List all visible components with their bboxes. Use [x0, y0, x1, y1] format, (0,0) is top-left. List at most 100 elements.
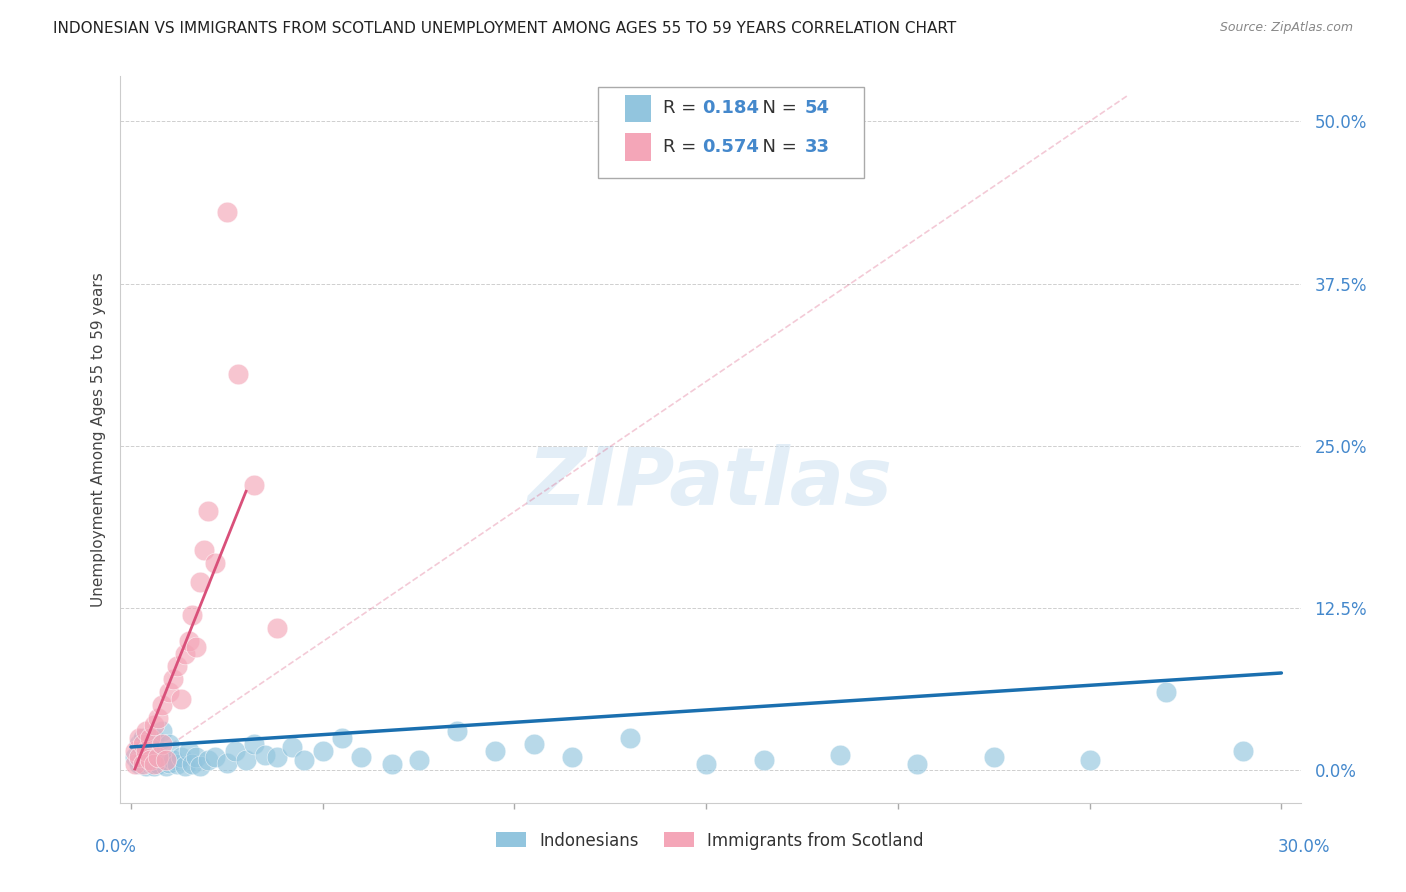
Text: 0.184: 0.184 — [702, 99, 759, 118]
Point — [135, 759, 157, 773]
Point — [150, 698, 173, 713]
Point — [193, 542, 215, 557]
Point — [254, 747, 277, 762]
Point — [312, 744, 335, 758]
Point — [166, 756, 188, 771]
Point — [446, 724, 468, 739]
Point — [181, 607, 204, 622]
Text: 54: 54 — [804, 99, 830, 118]
Point — [135, 724, 157, 739]
Point — [1156, 685, 1178, 699]
Point — [197, 753, 219, 767]
Point — [523, 738, 546, 752]
Point — [181, 756, 204, 771]
Point — [139, 753, 162, 767]
Point — [128, 756, 150, 771]
Point — [143, 718, 166, 732]
Point — [146, 711, 169, 725]
Text: Source: ZipAtlas.com: Source: ZipAtlas.com — [1219, 21, 1353, 35]
Y-axis label: Unemployment Among Ages 55 to 59 years: Unemployment Among Ages 55 to 59 years — [90, 272, 105, 607]
Bar — [626, 95, 651, 122]
Point — [484, 744, 506, 758]
Bar — [626, 133, 651, 161]
Point — [188, 575, 211, 590]
Point — [143, 759, 166, 773]
Point — [131, 756, 153, 771]
Text: 0.574: 0.574 — [702, 137, 759, 156]
Text: ZIPatlas: ZIPatlas — [527, 444, 893, 522]
Point — [150, 724, 173, 739]
Point — [242, 738, 264, 752]
Text: N =: N = — [751, 137, 803, 156]
Point — [139, 731, 162, 745]
Point — [170, 692, 193, 706]
Text: INDONESIAN VS IMMIGRANTS FROM SCOTLAND UNEMPLOYMENT AMONG AGES 55 TO 59 YEARS CO: INDONESIAN VS IMMIGRANTS FROM SCOTLAND U… — [53, 21, 956, 37]
Point — [197, 504, 219, 518]
Text: 33: 33 — [804, 137, 830, 156]
Point — [124, 756, 146, 771]
Point — [128, 738, 150, 752]
Point — [204, 750, 226, 764]
Point — [146, 756, 169, 771]
Text: R =: R = — [662, 137, 702, 156]
Point — [157, 756, 180, 770]
Point — [173, 759, 195, 773]
Point — [155, 753, 177, 767]
Point — [170, 750, 193, 764]
Point — [905, 756, 928, 771]
Point — [150, 753, 173, 767]
Point — [131, 753, 153, 767]
Point — [139, 739, 162, 754]
Point — [1078, 753, 1101, 767]
Legend: Indonesians, Immigrants from Scotland: Indonesians, Immigrants from Scotland — [489, 825, 931, 856]
Point — [155, 759, 177, 773]
Point — [186, 750, 208, 764]
Point — [330, 731, 353, 745]
Point — [224, 744, 246, 758]
Point — [235, 753, 257, 767]
Point — [162, 753, 184, 767]
Point — [143, 756, 166, 771]
Point — [131, 738, 153, 752]
Point — [266, 621, 288, 635]
Text: R =: R = — [662, 99, 702, 118]
Text: 0.0%: 0.0% — [96, 838, 136, 855]
Point — [150, 738, 173, 752]
Point — [177, 744, 200, 758]
Point — [204, 556, 226, 570]
Point — [281, 739, 304, 754]
Point — [695, 756, 717, 771]
Point — [266, 750, 288, 764]
Point — [131, 731, 153, 745]
Point — [124, 750, 146, 764]
Text: 30.0%: 30.0% — [1278, 838, 1330, 855]
Point — [215, 205, 238, 219]
Point — [177, 633, 200, 648]
Point — [124, 744, 146, 758]
Point — [173, 647, 195, 661]
Point — [128, 731, 150, 745]
Point — [186, 640, 208, 654]
Point — [408, 753, 430, 767]
Point — [157, 738, 180, 752]
Point — [561, 750, 583, 764]
Text: N =: N = — [751, 99, 803, 118]
Point — [146, 750, 169, 764]
Point — [143, 731, 166, 745]
Point — [162, 673, 184, 687]
Point — [135, 744, 157, 758]
Point — [830, 747, 852, 762]
Point — [166, 659, 188, 673]
Point — [228, 368, 250, 382]
Point — [381, 756, 404, 771]
Point — [350, 750, 373, 764]
Point — [146, 747, 169, 762]
Point — [242, 477, 264, 491]
Point — [188, 759, 211, 773]
Point — [139, 756, 162, 771]
FancyBboxPatch shape — [598, 87, 863, 178]
Point — [619, 731, 641, 745]
Point — [157, 685, 180, 699]
Point — [215, 756, 238, 770]
Point — [292, 753, 315, 767]
